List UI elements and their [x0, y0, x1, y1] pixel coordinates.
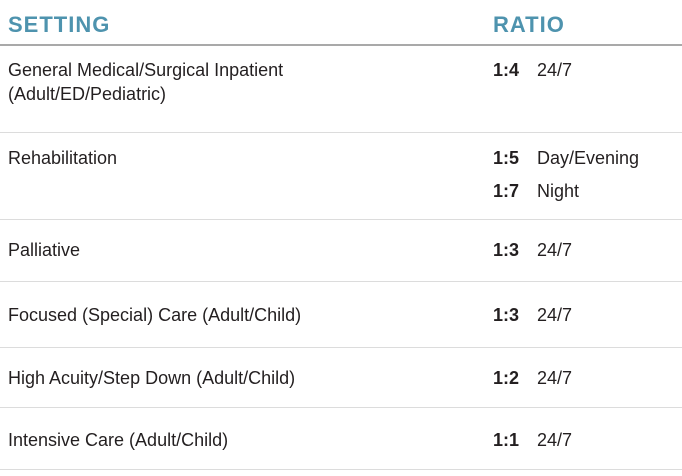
- ratio-cell: 1:5 Day/Evening 1:7 Night: [493, 142, 682, 208]
- ratio-line: 1:1 24/7: [493, 430, 682, 451]
- ratio-cell: 1:1 24/7: [493, 430, 682, 451]
- setting-cell: General Medical/Surgical Inpatient (Adul…: [8, 60, 284, 104]
- ratio-schedule: 24/7: [537, 429, 573, 450]
- ratio-schedule: Day/Evening: [537, 148, 640, 168]
- ratio-cell: 1:2 24/7: [493, 368, 682, 389]
- ratio-value: 1:5: [493, 148, 520, 168]
- setting-cell: High Acuity/Step Down (Adult/Child): [8, 368, 296, 388]
- ratio-line: 1:3 24/7: [493, 305, 682, 326]
- ratio-line: 1:7 Night: [493, 175, 682, 208]
- ratio-cell: 1:4 24/7: [493, 58, 682, 82]
- ratio-cell: 1:3 24/7: [493, 240, 682, 261]
- setting-cell: Palliative: [8, 240, 81, 260]
- ratio-value: 1:2: [493, 368, 520, 388]
- setting-cell: Intensive Care (Adult/Child): [8, 429, 229, 450]
- ratio-value: 1:1: [493, 429, 520, 450]
- table-row: Rehabilitation 1:5 Day/Evening 1:7 Night: [0, 133, 682, 220]
- ratio-value: 1:7: [493, 181, 520, 201]
- ratio-value: 1:3: [493, 240, 520, 260]
- setting-cell: Focused (Special) Care (Adult/Child): [8, 305, 302, 325]
- ratio-line: 1:2 24/7: [493, 368, 682, 389]
- ratio-line: 1:4 24/7: [493, 58, 682, 82]
- ratio-schedule: 24/7: [537, 60, 573, 80]
- column-header-ratio: RATIO: [493, 12, 565, 37]
- table-row: General Medical/Surgical Inpatient (Adul…: [0, 46, 682, 133]
- ratio-schedule: 24/7: [537, 368, 573, 388]
- setting-cell: Rehabilitation: [8, 148, 118, 168]
- table-header-row: SETTING RATIO: [0, 0, 682, 46]
- column-header-setting: SETTING: [8, 12, 111, 37]
- ratio-schedule: 24/7: [537, 305, 573, 325]
- ratio-value: 1:3: [493, 305, 520, 325]
- ratio-line: 1:5 Day/Evening: [493, 142, 682, 175]
- table-row: Focused (Special) Care (Adult/Child) 1:3…: [0, 282, 682, 348]
- table-row: High Acuity/Step Down (Adult/Child) 1:2 2…: [0, 348, 682, 408]
- table-row: Palliative 1:3 24/7: [0, 220, 682, 282]
- ratio-schedule: 24/7: [537, 240, 573, 260]
- ratio-cell: 1:3 24/7: [493, 305, 682, 326]
- ratio-schedule: Night: [537, 181, 580, 201]
- ratio-line: 1:3 24/7: [493, 240, 682, 261]
- ratio-value: 1:4: [493, 60, 520, 80]
- table-row: Intensive Care (Adult/Child) 1:1 24/7: [0, 408, 682, 470]
